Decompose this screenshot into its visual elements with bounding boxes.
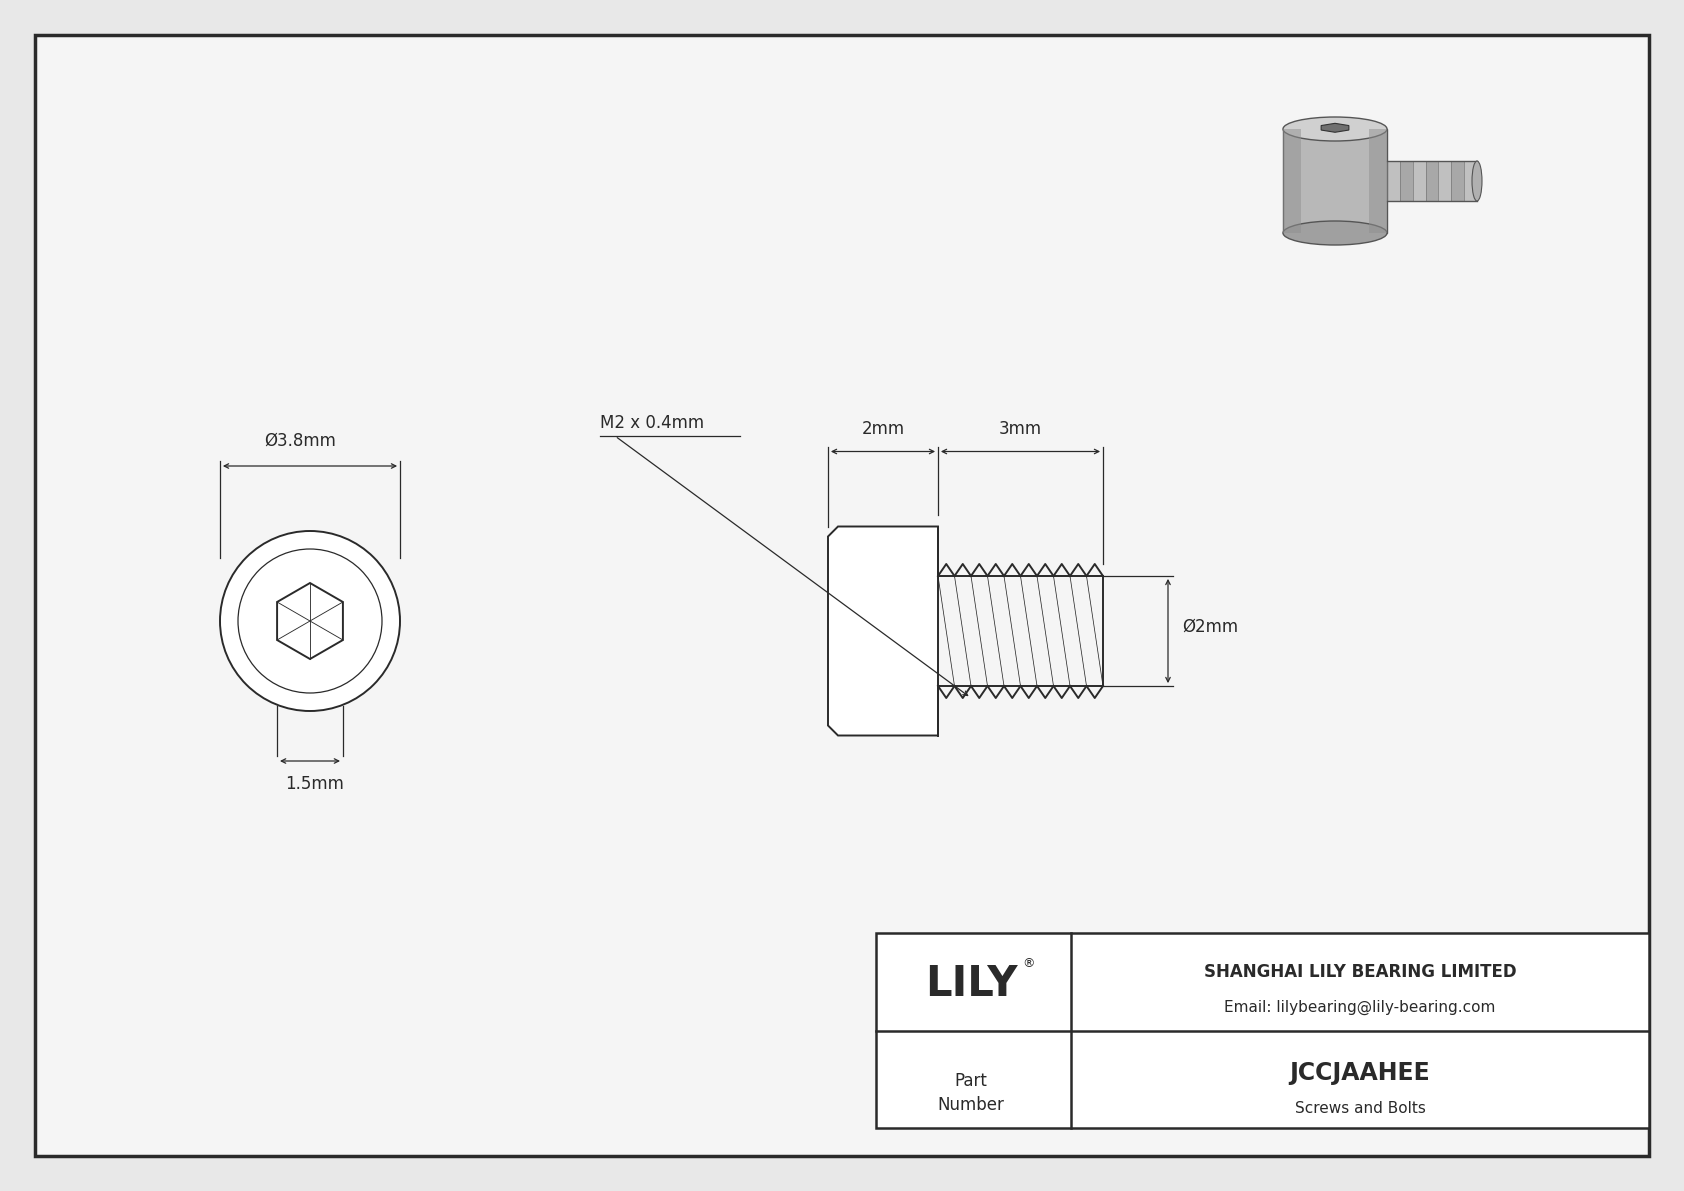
Bar	[1283, 129, 1388, 233]
Bar	[876, 933, 1649, 1128]
Text: Ø3.8mm: Ø3.8mm	[264, 432, 335, 450]
Polygon shape	[278, 584, 344, 659]
Text: JCCJAAHEE: JCCJAAHEE	[1290, 1061, 1430, 1085]
Bar	[1399, 161, 1413, 201]
Text: SHANGHAI LILY BEARING LIMITED: SHANGHAI LILY BEARING LIMITED	[1204, 964, 1516, 981]
Circle shape	[221, 531, 401, 711]
Text: 3mm: 3mm	[999, 419, 1042, 437]
Polygon shape	[1322, 124, 1349, 132]
Bar	[1452, 161, 1463, 201]
Text: Email: lilybearing@lily-bearing.com: Email: lilybearing@lily-bearing.com	[1224, 999, 1495, 1015]
Bar	[1283, 129, 1302, 233]
Bar	[1438, 161, 1452, 201]
Text: 2mm: 2mm	[862, 419, 904, 437]
Polygon shape	[829, 526, 938, 736]
Ellipse shape	[1283, 222, 1388, 245]
Ellipse shape	[1472, 161, 1482, 201]
Text: LILY: LILY	[925, 962, 1017, 1005]
Bar	[1369, 129, 1388, 233]
Circle shape	[237, 549, 382, 693]
Text: M2 x 0.4mm: M2 x 0.4mm	[600, 414, 704, 432]
Text: ®: ®	[1022, 958, 1034, 971]
Text: Part: Part	[955, 1072, 987, 1090]
Ellipse shape	[1283, 117, 1388, 141]
Text: Ø2mm: Ø2mm	[1182, 618, 1238, 636]
Text: 1.5mm: 1.5mm	[286, 775, 345, 793]
Bar	[1413, 161, 1426, 201]
Bar	[1426, 161, 1438, 201]
Text: Screws and Bolts: Screws and Bolts	[1295, 1100, 1425, 1116]
Bar	[1463, 161, 1477, 201]
Bar	[1388, 161, 1399, 201]
Text: Number: Number	[938, 1096, 1004, 1114]
